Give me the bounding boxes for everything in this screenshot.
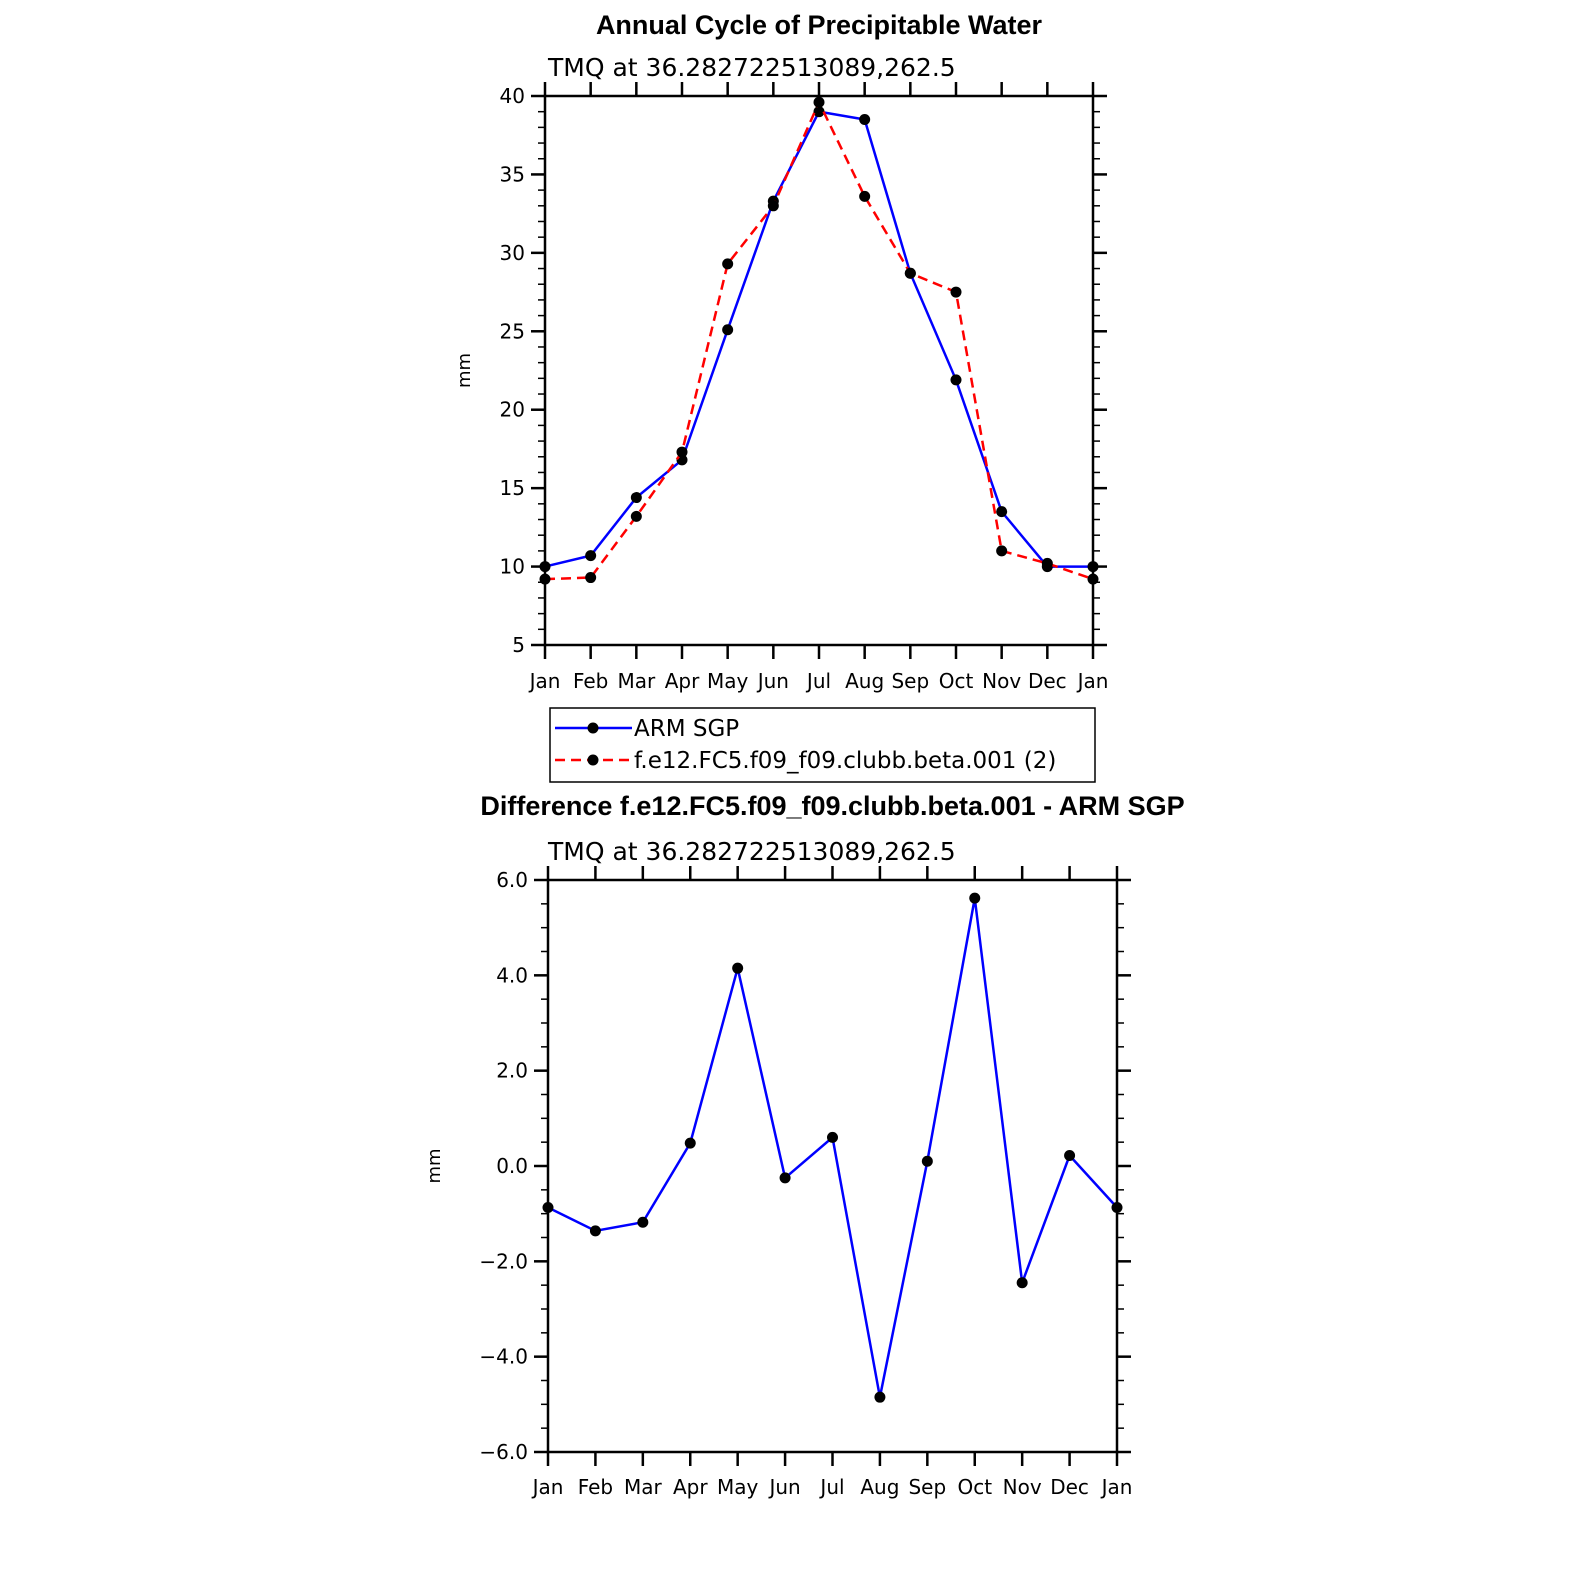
data-point bbox=[722, 324, 734, 336]
data-point bbox=[969, 892, 981, 904]
data-point bbox=[996, 545, 1008, 557]
x-tick-label: Jan bbox=[1100, 1475, 1133, 1499]
y-tick-label: −6.0 bbox=[479, 1440, 528, 1464]
y-axis-label: mm bbox=[454, 353, 475, 388]
x-tick-label: Jan bbox=[531, 1475, 564, 1499]
chart-panel-1: Annual Cycle of Precipitable Water TMQ at… bbox=[454, 10, 1109, 783]
data-point bbox=[767, 200, 779, 212]
y-tick-label: 15 bbox=[500, 476, 525, 500]
data-point bbox=[1111, 1201, 1123, 1213]
chart-title: Annual Cycle of Precipitable Water bbox=[596, 10, 1043, 40]
y-tick-label: 4.0 bbox=[496, 963, 528, 987]
x-tick-label: Apr bbox=[673, 1475, 708, 1499]
data-point bbox=[585, 550, 597, 562]
x-tick-label: Jun bbox=[767, 1475, 800, 1499]
x-tick-label: Mar bbox=[624, 1475, 663, 1499]
y-tick-label: 10 bbox=[500, 555, 525, 579]
x-tick-label: Jul bbox=[818, 1475, 844, 1499]
x-tick-label: May bbox=[717, 1475, 759, 1499]
chart-panel-2: Difference f.e12.FC5.f09_f09.clubb.beta.… bbox=[424, 791, 1185, 1499]
y-tick-label: 6.0 bbox=[496, 868, 528, 892]
legend-entry: ARM SGP bbox=[634, 716, 739, 742]
data-point bbox=[585, 572, 597, 584]
legend-marker bbox=[587, 722, 599, 734]
x-tick-label: Sep bbox=[891, 669, 929, 693]
data-point bbox=[950, 286, 962, 298]
data-point bbox=[630, 492, 642, 504]
data-point bbox=[676, 446, 688, 458]
data-point bbox=[874, 1391, 886, 1403]
x-tick-label: Jun bbox=[756, 669, 789, 693]
y-tick-label: 20 bbox=[500, 398, 525, 422]
data-point bbox=[1064, 1150, 1076, 1162]
y-tick-label: −4.0 bbox=[479, 1345, 528, 1369]
x-tick-label: Dec bbox=[1028, 669, 1067, 693]
series-line-1 bbox=[544, 110, 1093, 568]
x-tick-label: Feb bbox=[573, 669, 608, 693]
data-point bbox=[1041, 557, 1053, 569]
x-tick-label: Feb bbox=[578, 1475, 613, 1499]
x-tick-label: Oct bbox=[939, 669, 974, 693]
plot-frame bbox=[543, 94, 1095, 647]
data-point bbox=[732, 962, 744, 974]
data-point bbox=[996, 506, 1008, 518]
x-tick-label: Nov bbox=[1003, 1475, 1042, 1499]
data-point bbox=[950, 374, 962, 386]
legend-box bbox=[549, 707, 1096, 783]
data-point bbox=[589, 1225, 601, 1237]
x-tick-label: Dec bbox=[1050, 1475, 1089, 1499]
y-tick-label: 2.0 bbox=[496, 1059, 528, 1083]
y-tick-label: 25 bbox=[500, 319, 525, 343]
data-point bbox=[859, 114, 871, 126]
data-point bbox=[904, 267, 916, 279]
legend: ARM SGP f.e12.FC5.f09_f09.clubb.beta.001 … bbox=[549, 707, 1096, 783]
data-point bbox=[1087, 561, 1099, 573]
x-tick-label: May bbox=[707, 669, 749, 693]
x-tick-label: Oct bbox=[957, 1475, 992, 1499]
y-axis-label: mm bbox=[424, 1148, 445, 1183]
y-tick-label: 30 bbox=[500, 241, 525, 265]
y-tick-label: 5 bbox=[512, 633, 525, 657]
data-point bbox=[637, 1216, 649, 1228]
x-tick-label: Jul bbox=[805, 669, 831, 693]
y-tick-label: −2.0 bbox=[479, 1249, 528, 1273]
data-point bbox=[539, 573, 551, 585]
x-tick-label: Aug bbox=[845, 669, 884, 693]
data-point bbox=[539, 561, 551, 573]
plot-frame bbox=[546, 878, 1119, 1454]
data-point bbox=[827, 1131, 838, 1143]
data-point bbox=[779, 1172, 791, 1184]
series-line-1 bbox=[547, 897, 1118, 1398]
x-tick-label: Nov bbox=[982, 669, 1021, 693]
data-point bbox=[1087, 573, 1099, 585]
x-tick-label: Jan bbox=[1076, 669, 1109, 693]
data-point bbox=[630, 510, 642, 522]
chart-subtitle: TMQ at 36.282722513089,262.5 bbox=[547, 53, 956, 82]
data-point bbox=[859, 190, 871, 202]
x-tick-label: Apr bbox=[665, 669, 700, 693]
y-tick-label: 40 bbox=[500, 84, 525, 108]
data-point bbox=[921, 1155, 933, 1167]
data-point bbox=[1016, 1277, 1028, 1289]
data-point bbox=[813, 106, 825, 118]
x-tick-label: Aug bbox=[860, 1475, 899, 1499]
data-point bbox=[813, 96, 825, 108]
data-point bbox=[542, 1201, 554, 1213]
x-tick-label: Sep bbox=[908, 1475, 946, 1499]
chart-title: Difference f.e12.FC5.f09_f09.clubb.beta.… bbox=[480, 791, 1184, 821]
chart-subtitle: TMQ at 36.282722513089,262.5 bbox=[547, 837, 956, 866]
y-tick-label: 0.0 bbox=[496, 1154, 528, 1178]
x-tick-label: Jan bbox=[528, 669, 561, 693]
x-tick-label: Mar bbox=[617, 669, 656, 693]
y-tick-label: 35 bbox=[500, 162, 525, 186]
data-point bbox=[722, 258, 734, 270]
data-point bbox=[684, 1137, 696, 1149]
legend-entry: f.e12.FC5.f09_f09.clubb.beta.001 (2) bbox=[634, 748, 1056, 774]
legend-marker bbox=[587, 754, 599, 766]
